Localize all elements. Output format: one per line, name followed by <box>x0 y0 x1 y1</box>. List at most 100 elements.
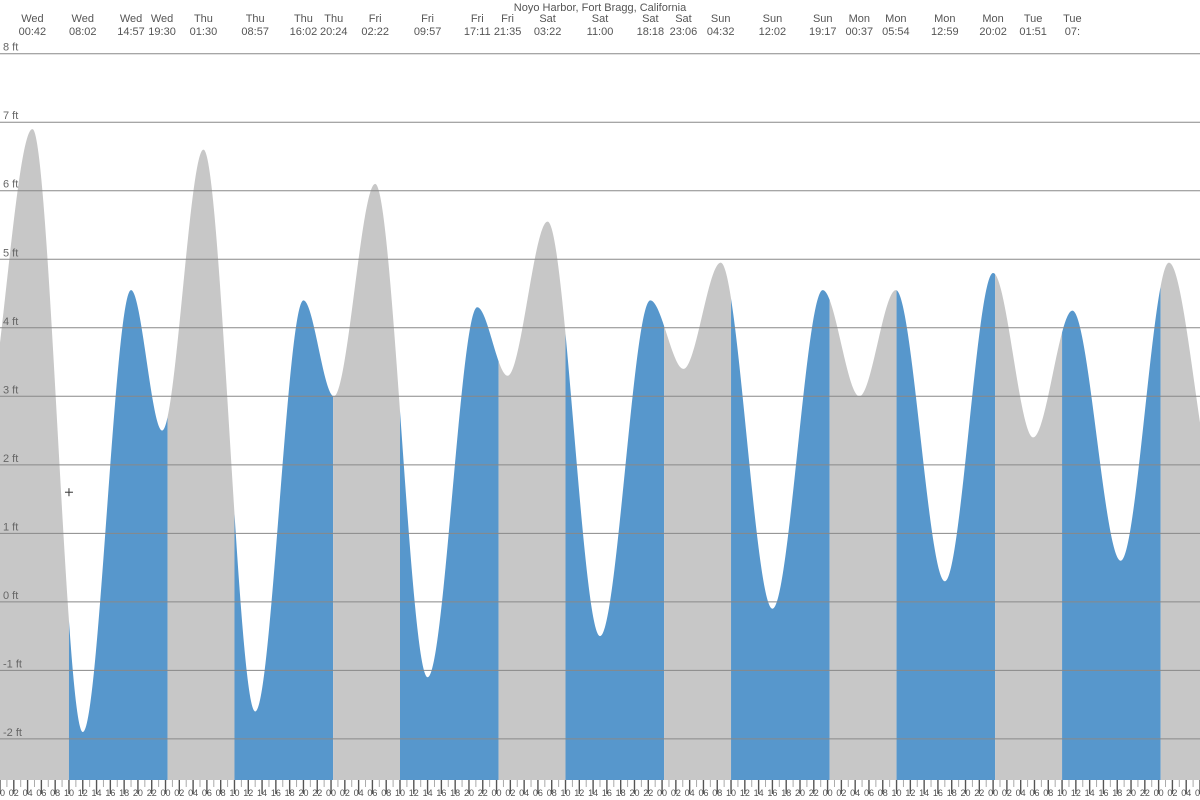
x-axis-label: 04 <box>1181 788 1191 798</box>
y-axis-label: -2 ft <box>3 727 22 739</box>
x-axis-label: 22 <box>147 788 157 798</box>
tide-event-day: Mon <box>934 13 955 25</box>
x-axis-label: 06 <box>202 788 212 798</box>
x-axis-label: 12 <box>409 788 419 798</box>
x-axis-label: 20 <box>629 788 639 798</box>
x-axis-label: 02 <box>1167 788 1177 798</box>
x-axis-label: 10 <box>892 788 902 798</box>
x-axis-label: 22 <box>974 788 984 798</box>
tide-event-time: 11:00 <box>587 26 614 38</box>
tide-event-time: 08:57 <box>241 26 269 38</box>
tide-event-time: 04:32 <box>707 26 735 38</box>
tide-event-day: Sat <box>592 13 609 25</box>
x-axis-label: 22 <box>809 788 819 798</box>
x-axis-label: 04 <box>519 788 529 798</box>
tide-event-day: Mon <box>885 13 906 25</box>
tide-chart: -2 ft-1 ft0 ft1 ft2 ft3 ft4 ft5 ft6 ft7 … <box>0 0 1200 800</box>
y-axis-label: 7 ft <box>3 110 18 122</box>
tide-event-day: Thu <box>294 13 313 25</box>
chart-title: Noyo Harbor, Fort Bragg, California <box>0 2 1200 14</box>
x-axis-label: 00 <box>657 788 667 798</box>
x-axis-label: 18 <box>781 788 791 798</box>
x-axis-label: 18 <box>947 788 957 798</box>
x-axis-label: 22 <box>478 788 488 798</box>
x-axis-label: 20 <box>795 788 805 798</box>
x-axis-label: 10 <box>395 788 405 798</box>
x-axis-label: 10 <box>64 788 74 798</box>
tide-event-day: Tue <box>1024 13 1043 25</box>
x-axis-label: 06 <box>864 788 874 798</box>
tide-event-time: 09:57 <box>414 26 442 38</box>
x-axis-label: 04 <box>685 788 695 798</box>
tide-event-time: 19:30 <box>148 26 176 38</box>
tide-event-time: 01:51 <box>1019 26 1047 38</box>
x-axis-label: 06 <box>36 788 46 798</box>
tide-event-time: 19:17 <box>809 26 837 38</box>
y-axis-label: 2 ft <box>3 453 18 465</box>
y-axis-label: 6 ft <box>3 179 18 191</box>
x-axis-label: 20 <box>298 788 308 798</box>
x-axis-label: 02 <box>671 788 681 798</box>
x-axis-label: 14 <box>92 788 102 798</box>
x-axis-label: 14 <box>754 788 764 798</box>
x-axis-label: 12 <box>574 788 584 798</box>
tide-event-time: 12:59 <box>931 26 959 38</box>
tide-event-time: 03:22 <box>534 26 562 38</box>
x-axis-label: 04 <box>23 788 33 798</box>
x-axis-label: 00 <box>1154 788 1164 798</box>
x-axis-label: 06 <box>367 788 377 798</box>
x-axis-label: 06 <box>1195 788 1200 798</box>
y-axis-label: 8 ft <box>3 42 18 54</box>
x-axis-label: 18 <box>285 788 295 798</box>
x-axis-label: 02 <box>340 788 350 798</box>
x-axis-label: 22 <box>643 788 653 798</box>
x-axis-label: 02 <box>836 788 846 798</box>
tide-event-time: 23:06 <box>670 26 698 38</box>
tide-event-day: Wed <box>120 13 142 25</box>
x-axis-label: 12 <box>78 788 88 798</box>
x-axis-label: 04 <box>188 788 198 798</box>
x-axis-label: 00 <box>0 788 5 798</box>
tide-event-time: 18:18 <box>637 26 665 38</box>
x-axis-label: 08 <box>50 788 60 798</box>
tide-event-day: Wed <box>72 13 94 25</box>
tide-event-day: Sat <box>539 13 556 25</box>
x-axis-label: 12 <box>243 788 253 798</box>
x-axis-label: 16 <box>602 788 612 798</box>
y-axis-label: 1 ft <box>3 521 18 533</box>
x-axis-label: 10 <box>229 788 239 798</box>
tide-bands <box>0 129 1200 780</box>
tide-event-day: Tue <box>1063 13 1082 25</box>
tide-event-day: Thu <box>246 13 265 25</box>
top-labels: e3Wed00:42Wed08:02Wed14:57Wed19:30Thu01:… <box>0 13 1082 38</box>
tide-event-day: Sun <box>813 13 833 25</box>
x-axis-label: 02 <box>505 788 515 798</box>
x-axis-label: 16 <box>1098 788 1108 798</box>
x-axis-label: 14 <box>257 788 267 798</box>
x-axis-label: 08 <box>547 788 557 798</box>
tide-event-day: Wed <box>21 13 43 25</box>
x-axis-label: 02 <box>9 788 19 798</box>
tide-event-day: Sun <box>763 13 783 25</box>
x-axis-label: 12 <box>740 788 750 798</box>
tide-event-day: Thu <box>194 13 213 25</box>
x-axis-label: 16 <box>436 788 446 798</box>
x-axis-label: 06 <box>698 788 708 798</box>
tide-event-time: 17:11 <box>464 26 491 38</box>
x-axis-label: 14 <box>588 788 598 798</box>
tide-event-day: Mon <box>849 13 870 25</box>
x-axis-label: 00 <box>823 788 833 798</box>
tide-event-time: 05:54 <box>882 26 910 38</box>
tide-event-day: Fri <box>501 13 514 25</box>
x-axis-label: 02 <box>174 788 184 798</box>
tide-event-time: 12:02 <box>759 26 787 38</box>
tide-event-day: Sat <box>675 13 692 25</box>
x-axis-label: 14 <box>1085 788 1095 798</box>
tide-event-time: 00:42 <box>19 26 47 38</box>
tide-event-day: Mon <box>982 13 1003 25</box>
tide-event-day: Fri <box>421 13 434 25</box>
tide-event-day: Thu <box>324 13 343 25</box>
x-axis-label: 08 <box>1043 788 1053 798</box>
x-axis-label: 08 <box>381 788 391 798</box>
x-axis-label: 16 <box>767 788 777 798</box>
